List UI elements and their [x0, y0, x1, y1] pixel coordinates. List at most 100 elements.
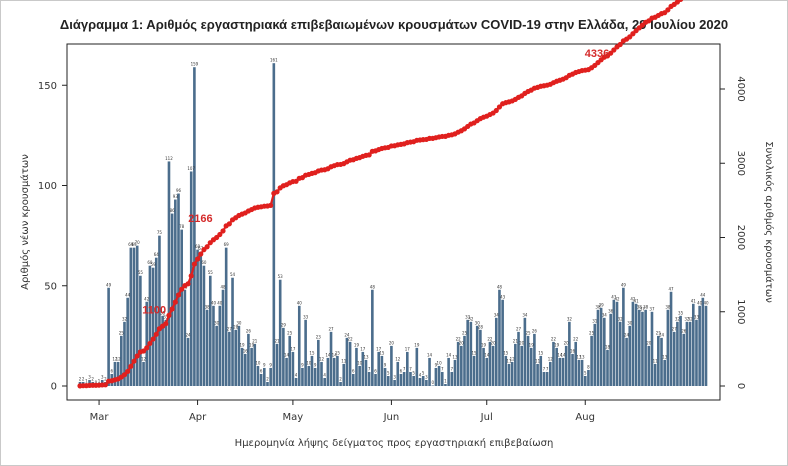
cumulative-point [217, 231, 223, 238]
cumulative-point [125, 368, 131, 375]
bar [212, 305, 215, 386]
bar-value-label: 69 [128, 242, 134, 247]
left-y-tick-label: 0 [51, 382, 57, 393]
bar-value-label: 40 [297, 300, 303, 305]
bar-value-label: 25 [656, 330, 662, 335]
bar [552, 341, 555, 386]
cumulative-point [627, 34, 633, 40]
bar-value-label: 24 [344, 332, 350, 337]
bar-value-label: 13 [576, 354, 582, 359]
right-y-tick-label: 0 [735, 383, 746, 389]
bar-value-label: 75 [157, 230, 163, 235]
bar [237, 325, 241, 386]
bar [447, 357, 450, 386]
bar [421, 375, 425, 386]
bar-value-label: 70 [135, 240, 141, 245]
bar [386, 375, 390, 386]
bar-value-label: 20 [389, 340, 395, 345]
bar [564, 345, 568, 386]
bar-value-label: 25 [526, 330, 532, 335]
bar-value-label: 12 [395, 356, 401, 361]
bar-value-label: 21 [252, 338, 258, 343]
bar-value-label: 25 [589, 330, 595, 335]
bar [558, 357, 562, 386]
bar-value-label: 34 [602, 312, 608, 317]
bar [628, 325, 632, 386]
bar-value-label: 15 [335, 350, 341, 355]
cumulative-point [608, 50, 614, 56]
bar [479, 329, 482, 386]
bar [231, 277, 234, 386]
bar-value-label: 33 [694, 314, 700, 319]
bar-value-label: 86 [170, 208, 176, 213]
bar [653, 363, 657, 386]
bar [440, 371, 444, 386]
bar [135, 245, 139, 386]
x-tick-label: Mar [90, 412, 110, 423]
bar-value-label: 68 [195, 244, 201, 249]
bar [507, 363, 511, 386]
bar [371, 289, 374, 386]
bar-value-label: 22 [487, 336, 493, 341]
bar [418, 377, 422, 386]
bar [390, 345, 393, 386]
bar [253, 343, 257, 386]
bar [501, 299, 504, 386]
bar [634, 303, 638, 386]
bar-value-label: 27 [516, 326, 522, 331]
bar-value-label: 43 [500, 294, 506, 299]
bar-value-label: 27 [227, 326, 233, 331]
bar [406, 351, 409, 387]
bar [657, 335, 660, 387]
bar [523, 317, 527, 386]
bar-value-label: 37 [649, 306, 655, 311]
bar-value-label: 19 [414, 342, 420, 347]
bar-value-label: 13 [662, 354, 668, 359]
bar-value-label: 48 [370, 284, 376, 289]
bar [393, 379, 396, 386]
bar [583, 375, 587, 386]
bar-value-label: 4 [295, 372, 298, 377]
cumulative-point-label: 1100 [142, 304, 166, 316]
bar-value-label: 7 [546, 366, 549, 371]
cumulative-point [268, 202, 274, 208]
bar-value-label: 4 [419, 372, 422, 377]
bar [650, 311, 654, 386]
bar [348, 341, 352, 386]
bar-value-label: 30 [236, 320, 242, 325]
bar [587, 369, 590, 386]
right-y-tick-label: 1000 [735, 299, 746, 324]
bar-value-label: 9 [301, 362, 304, 367]
bar-value-label: 11 [506, 358, 512, 363]
right-y-axis: 0 1000 2000 3000 4000 [720, 76, 746, 389]
bar-value-label: 22 [551, 336, 557, 341]
bar-value-label: 10 [255, 360, 261, 365]
bar [669, 291, 673, 386]
cumulative-point [617, 41, 623, 48]
bar-value-label: 1 [98, 379, 101, 384]
bar-value-label: 11 [341, 358, 347, 363]
bar-value-label: 44 [125, 292, 131, 297]
bar-value-label: 59 [151, 262, 157, 267]
bar [186, 337, 190, 386]
bar [695, 319, 698, 386]
bar-value-label: 5 [422, 370, 425, 375]
bar-value-label: 14 [446, 352, 452, 357]
bar [358, 365, 361, 386]
bar-value-label: 32 [567, 316, 573, 321]
bar [631, 301, 635, 386]
bar [228, 331, 231, 386]
bar [361, 351, 365, 387]
bar [488, 341, 492, 386]
bar-value-label: 12 [116, 356, 122, 361]
bar-value-label: 41 [634, 298, 640, 303]
bar [301, 367, 304, 386]
bar [450, 371, 454, 386]
bar-value-label: 5 [412, 370, 415, 375]
bar-value-label: 14 [557, 352, 563, 357]
bar-value-label: 11 [653, 358, 659, 363]
bar [202, 265, 206, 386]
bar-value-label: 53 [278, 274, 284, 279]
bar [256, 365, 260, 386]
bar-value-label: 12 [548, 356, 554, 361]
